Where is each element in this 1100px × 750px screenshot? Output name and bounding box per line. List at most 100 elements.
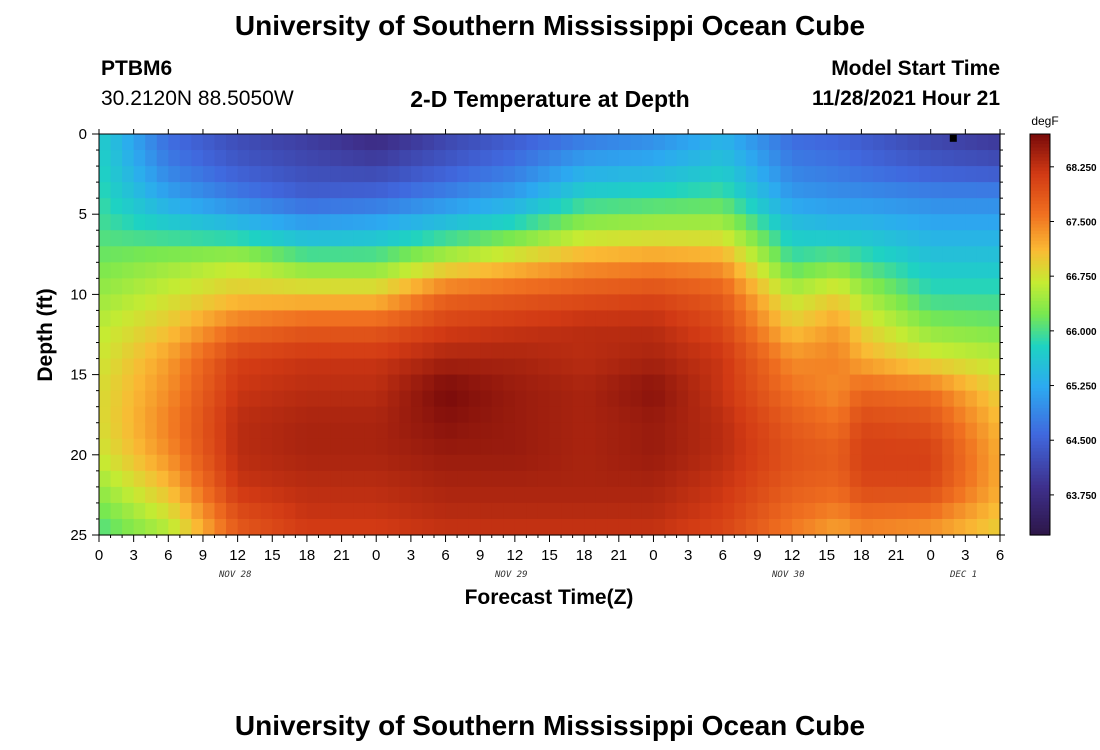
heatmap-cell — [364, 134, 377, 151]
heatmap-cell — [930, 182, 943, 199]
heatmap-cell — [699, 198, 712, 215]
heatmap-cell — [734, 454, 747, 472]
heatmap-cell — [491, 214, 504, 231]
heatmap-cell — [283, 198, 296, 215]
heatmap-cell — [872, 390, 886, 408]
heatmap-cell — [849, 358, 862, 376]
heatmap-cell — [803, 502, 816, 520]
heatmap-cell — [330, 326, 343, 344]
heatmap-cell — [399, 214, 412, 231]
heatmap-cell — [480, 294, 493, 312]
heatmap-cell — [214, 454, 227, 472]
heatmap-cell — [988, 438, 1001, 456]
heatmap-cell — [780, 214, 793, 231]
heatmap-cell — [561, 134, 574, 151]
heatmap-cell — [503, 310, 516, 328]
heatmap-cell — [688, 358, 701, 376]
heatmap-cell — [503, 278, 516, 295]
heatmap-cell — [965, 518, 978, 536]
heatmap-cell — [468, 502, 481, 520]
heatmap-cell — [526, 486, 539, 504]
heatmap-cell — [711, 518, 724, 536]
heatmap-cell — [156, 406, 169, 424]
heatmap-cell — [179, 166, 193, 183]
heatmap-cell — [445, 262, 458, 279]
heatmap-cell — [826, 374, 839, 392]
colorbar-swatch — [1030, 144, 1050, 148]
heatmap-cell — [260, 438, 273, 456]
heatmap-cell — [202, 230, 216, 247]
heatmap-cell — [133, 150, 146, 167]
colorbar-swatch — [1030, 424, 1050, 429]
colorbar-swatch — [1030, 448, 1050, 453]
heatmap-cell — [341, 422, 354, 440]
heatmap-cell — [191, 214, 204, 231]
heatmap-cell — [768, 438, 782, 456]
heatmap-cell — [872, 310, 886, 328]
heatmap-cell — [861, 422, 874, 440]
heatmap-cell — [410, 278, 424, 295]
heatmap-cell — [549, 310, 562, 328]
plot-title: 2-D Temperature at Depth — [410, 86, 690, 112]
heatmap-cell — [561, 310, 574, 328]
heatmap-cell — [491, 198, 504, 215]
heatmap-cell — [595, 518, 608, 536]
heatmap-cell — [387, 166, 400, 183]
heatmap-cell — [433, 166, 447, 183]
heatmap-cell — [295, 390, 308, 408]
heatmap-cell — [376, 278, 389, 295]
heatmap-cell — [734, 166, 747, 183]
heatmap-cell — [872, 150, 886, 167]
heatmap-cell — [318, 342, 331, 360]
heatmap-cell — [156, 310, 169, 328]
heatmap-cell — [757, 422, 770, 440]
heatmap-cell — [410, 502, 424, 520]
heatmap-cell — [110, 422, 123, 440]
heatmap-cell — [387, 134, 400, 151]
heatmap-cell — [803, 454, 816, 472]
heatmap-cell — [122, 214, 135, 231]
heatmap-cell — [283, 246, 296, 263]
heatmap-cell — [572, 438, 585, 456]
heatmap-cell — [306, 262, 320, 279]
heatmap-cell — [919, 262, 932, 279]
heatmap-cell — [896, 262, 909, 279]
heatmap-cell — [976, 278, 990, 295]
heatmap-cell — [930, 166, 943, 183]
heatmap-cell — [283, 134, 296, 151]
heatmap-cell — [630, 310, 643, 328]
heatmap-cell — [896, 230, 909, 247]
heatmap-cell — [896, 502, 909, 520]
heatmap-cell — [872, 358, 886, 376]
colorbar-swatch — [1030, 408, 1050, 412]
heatmap-cell — [306, 134, 320, 151]
heatmap-cell — [745, 134, 759, 151]
heatmap-cell — [561, 342, 574, 360]
heatmap-cell — [318, 502, 331, 520]
heatmap-cell — [549, 470, 562, 488]
heatmap-cell — [861, 390, 874, 408]
heatmap-cell — [468, 454, 481, 472]
heatmap-cell — [641, 214, 655, 231]
heatmap-cell — [803, 294, 816, 312]
heatmap-cell — [826, 406, 839, 424]
heatmap-cell — [283, 374, 296, 392]
heatmap-cell — [410, 342, 424, 360]
heatmap-cell — [722, 182, 735, 199]
heatmap-cell — [306, 310, 320, 328]
heatmap-cell — [896, 374, 909, 392]
heatmap-cell — [249, 134, 262, 151]
heatmap-cell — [133, 374, 146, 392]
heatmap-cell — [214, 278, 227, 295]
x-tick-label: 12 — [229, 547, 246, 564]
heatmap-cell — [503, 246, 516, 263]
heatmap-cell — [745, 150, 759, 167]
heatmap-cell — [214, 182, 227, 199]
heatmap-cell — [976, 150, 990, 167]
heatmap-cell — [653, 454, 666, 472]
heatmap-cell — [422, 294, 435, 312]
heatmap-cell — [330, 310, 343, 328]
heatmap-cell — [988, 454, 1001, 472]
heatmap-cell — [757, 278, 770, 295]
colorbar-swatch — [1030, 291, 1050, 295]
